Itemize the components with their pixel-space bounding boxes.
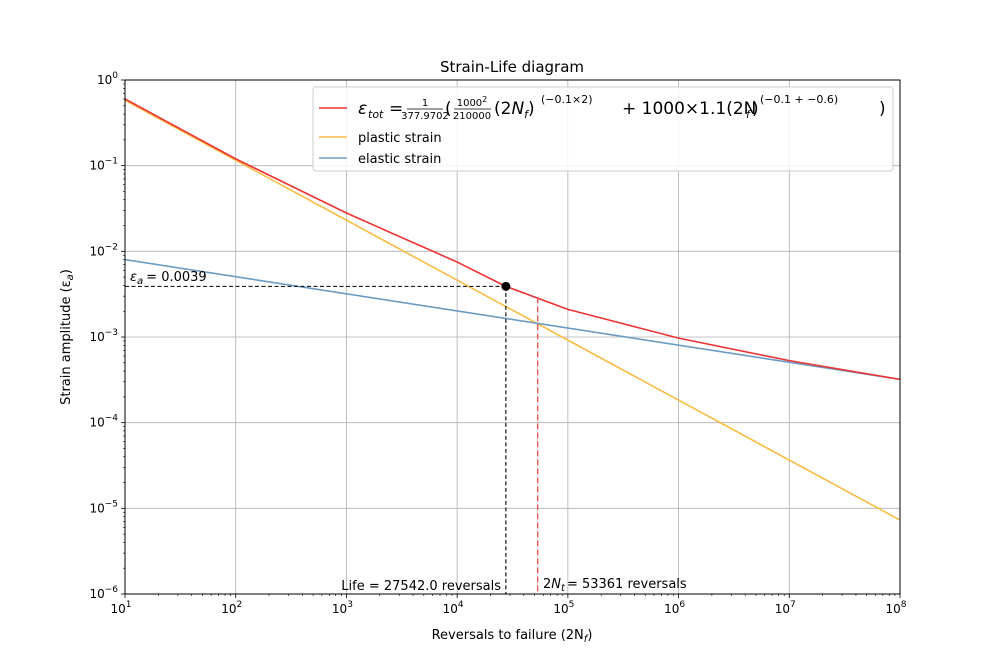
y-tick-label: 10−3: [89, 328, 118, 344]
chart-title: Strain-Life diagram: [440, 58, 584, 76]
legend-box: [312, 86, 894, 172]
y-tick-label: 100: [97, 71, 118, 87]
formula-tot: tot: [368, 108, 384, 121]
formula-term1: (2Nf): [494, 99, 535, 121]
x-tick-label: 102: [221, 600, 242, 616]
y-tick-label: 10−5: [89, 499, 118, 515]
legend-label-plastic: plastic strain: [358, 131, 442, 146]
formula-term2-exp: (−0.1 + −0.6): [760, 93, 838, 106]
formula-num1: 1: [422, 98, 428, 109]
formula-open-paren: (: [445, 99, 452, 119]
formula-middle: + 1000×1.1(2N: [622, 99, 756, 119]
formula-f-sub: f: [746, 108, 752, 121]
formula-close-paren: ): [879, 99, 886, 119]
y-tick-label: 10−6: [89, 585, 118, 601]
x-tick-label: 103: [332, 600, 353, 616]
x-axis-ticks: 101 102 103 104 105 106 107 108: [110, 594, 907, 616]
x-tick-label: 101: [110, 600, 131, 616]
legend-entry-total: ε tot = 1 377.9702 ( 10002 210000 (2Nf) …: [358, 93, 886, 122]
transition-life-annotation: 2Nt = 53361 reversals: [543, 577, 687, 594]
formula-term2-close: ): [752, 99, 759, 119]
x-tick-label: 107: [775, 600, 796, 616]
y-tick-label: 10−4: [89, 414, 118, 430]
x-tick-label: 106: [664, 600, 685, 616]
legend: ε tot = 1 377.9702 ( 10002 210000 (2Nf) …: [312, 86, 894, 172]
annotation-layer: [125, 281, 539, 594]
life-marker-point: [501, 281, 511, 291]
formula-eps: ε: [358, 99, 367, 119]
x-axis-label: Reversals to failure (2Nf): [432, 628, 593, 645]
strain-amplitude-annotation: εa = 0.0039: [130, 270, 207, 287]
formula-term1-exp: (−0.1×2): [541, 93, 593, 106]
life-annotation: Life = 27542.0 reversals: [341, 579, 501, 594]
y-axis-ticks: 10−6 10−5 10−4 10−3 10−2 10−1 100: [89, 71, 125, 601]
plastic-strain-line: [124, 99, 901, 521]
y-axis-label: Strain amplitude (εa): [59, 269, 76, 405]
formula-den2: 210000: [453, 111, 491, 122]
x-tick-label: 104: [443, 600, 464, 616]
x-tick-label: 105: [553, 600, 574, 616]
formula-num2: 10002: [457, 95, 488, 109]
elastic-strain-line: [124, 258, 901, 381]
formula-den1: 377.9702: [401, 111, 449, 122]
y-tick-label: 10−2: [89, 242, 118, 258]
y-tick-label: 10−1: [89, 157, 118, 173]
legend-label-elastic: elastic strain: [358, 152, 441, 167]
formula-equals: =: [389, 99, 403, 119]
x-tick-label: 108: [885, 600, 906, 616]
